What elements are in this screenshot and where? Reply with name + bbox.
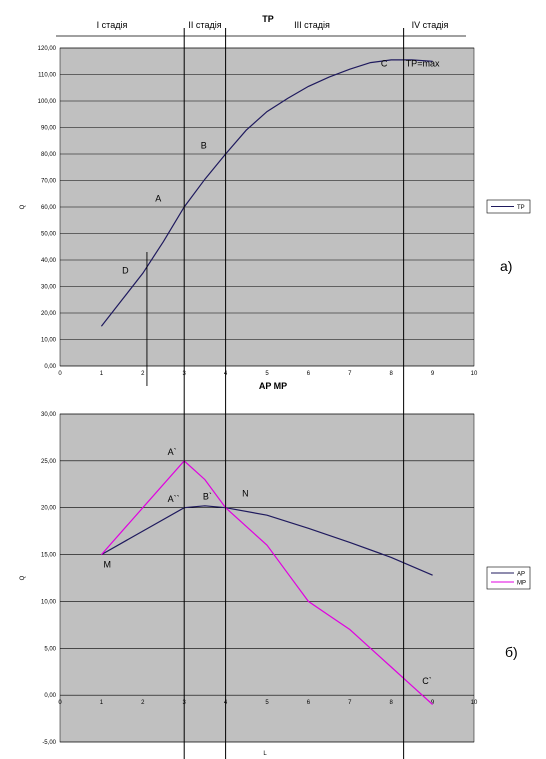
series-line-mp [100, 460, 434, 705]
tp-x-tick-label: 5 [265, 371, 269, 377]
point-label: D [122, 265, 129, 275]
tp-y-tick-label: 40,00 [41, 258, 57, 264]
ap-mp-y-tick-label: 0,00 [44, 693, 56, 699]
ap-mp-gridlines [60, 413, 474, 743]
tp-point-labels: A B C D TP=max [122, 59, 440, 276]
ap-mp-y-tick-label: 20,00 [41, 506, 57, 512]
ap-mp-x-tick-label: 8 [390, 700, 394, 706]
tp-gridlines [60, 47, 474, 367]
point-label: M [103, 560, 111, 570]
point-label: B` [203, 491, 212, 501]
series-line-tp [100, 59, 433, 327]
series-line-ap [101, 505, 433, 576]
ap-mp-x-tick-label: 9 [431, 700, 435, 706]
tp-x-tick-label: 2 [141, 371, 145, 377]
stage-label-3: III стадія [294, 20, 330, 30]
tp-y-tick-label: 30,00 [41, 285, 57, 291]
ap-mp-y-tick-label: 5,00 [44, 646, 56, 652]
stage-label-4: IV стадія [412, 20, 449, 30]
tp-x-tick-label: 7 [348, 371, 352, 377]
tp-y-tick-label: 110,00 [38, 73, 57, 79]
ap-mp-x-tick-label: 6 [307, 700, 311, 706]
tp-y-axis-ticks: 0,00 10,00 20,00 30,00 40,00 50,00 60,00 70,00 8… [38, 46, 57, 370]
ap-mp-x-tick-label: 5 [265, 700, 269, 706]
tp-y-tick-label: 120,00 [38, 46, 57, 52]
tp-x-tick-label: 1 [100, 371, 104, 377]
tp-y-tick-label: 60,00 [41, 205, 57, 211]
point-label: C` [422, 676, 432, 686]
ap-mp-x-tick-label: 2 [141, 700, 145, 706]
point-label: B [201, 141, 207, 151]
tp-legend: TP [486, 199, 531, 214]
ap-mp-x-axis-label: L [263, 751, 267, 757]
ap-mp-legend: AP MP [486, 566, 531, 590]
ap-mp-x-tick-label: 1 [100, 700, 104, 706]
ap-mp-x-tick-label: 7 [348, 700, 352, 706]
tp-x-tick-label: 0 [58, 371, 62, 377]
point-label: A [155, 194, 161, 204]
ap-mp-point-labels: A` A`` B` N M C` [103, 447, 431, 686]
tp-y-tick-label: 70,00 [41, 179, 57, 185]
tp-series-lines [100, 59, 433, 386]
tp-y-tick-label: 10,00 [41, 338, 57, 344]
ap-mp-y-tick-label: 10,00 [41, 599, 57, 605]
ap-mp-x-tick-label: 10 [471, 700, 478, 706]
ap-mp-x-tick-label: 0 [58, 700, 62, 706]
tp-x-tick-label: 6 [307, 371, 311, 377]
ap-mp-y-tick-label: -5,00 [42, 740, 56, 746]
tp-x-tick-label: 8 [390, 371, 394, 377]
legend-label-ap: AP [517, 572, 525, 578]
point-label: A` [168, 447, 177, 457]
ap-mp-y-tick-label: 15,00 [41, 553, 57, 559]
ap-mp-series-lines [100, 460, 434, 705]
tp-y-tick-label: 0,00 [44, 364, 56, 370]
point-label: TP=max [406, 59, 440, 69]
ap-mp-y-axis-ticks: -5,00 0,00 5,00 10,00 15,00 20,00 25,00 30,00 [41, 412, 57, 746]
tp-y-tick-label: 20,00 [41, 311, 57, 317]
stage-boundary-lines [183, 28, 405, 759]
tp-chart-title: TP [262, 14, 274, 24]
panel-label-a: а) [500, 258, 512, 274]
stage-label-2: II стадія [188, 20, 221, 30]
tp-y-tick-label: 100,00 [38, 99, 57, 105]
panel-label-b: б) [505, 644, 518, 660]
tp-x-tick-label: 10 [471, 371, 478, 377]
tp-y-tick-label: 80,00 [41, 152, 57, 158]
tp-chart: TP 0,0010,0020,0030,0040,0050,0060,0070,… [20, 14, 531, 386]
ap-mp-chart-title: AP MP [259, 381, 287, 391]
ap-mp-y-axis-label: Q [20, 575, 26, 580]
ap-mp-chart: AP MP -5,00 0,00 5,00 10,00 15,00 20,00 25,00 3… [20, 381, 531, 757]
tp-x-tick-label: 9 [431, 371, 435, 377]
stage-header: I стадія II стадія III стадія IV стадія [56, 20, 466, 37]
ap-mp-plot-area [59, 413, 475, 743]
legend-label-tp: TP [517, 205, 525, 211]
ap-mp-y-tick-label: 30,00 [41, 412, 57, 418]
legend-label-mp: MP [517, 581, 526, 587]
stage-label-1: I стадія [97, 20, 128, 30]
ap-mp-y-tick-label: 25,00 [41, 459, 57, 465]
point-label: N [242, 488, 249, 498]
tp-y-axis-label: Q [20, 204, 26, 209]
point-label: C [381, 59, 388, 69]
tp-y-tick-label: 50,00 [41, 232, 57, 238]
point-label: A`` [168, 494, 180, 504]
tp-x-axis-ticks: 012345678910 [58, 371, 478, 377]
tp-y-tick-label: 90,00 [41, 126, 57, 132]
